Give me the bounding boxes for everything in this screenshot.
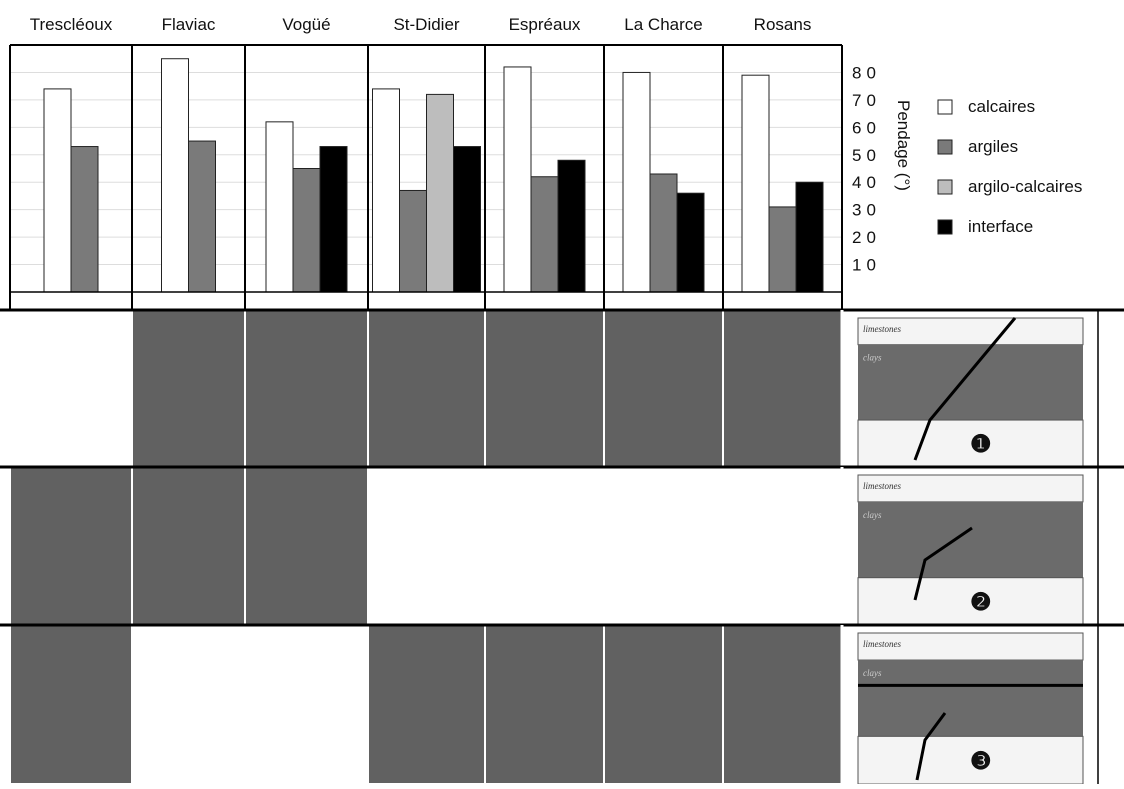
matrix-cell [367,309,486,468]
matrix-cell [244,624,369,785]
legend-swatch [937,99,953,115]
layer-label: clays [863,510,882,520]
scenario-number: ❷ [970,589,992,616]
bar [426,93,454,293]
clay-layer [858,501,1083,578]
matrix-cell [131,309,246,468]
legend-swatch [937,219,953,235]
layer-label: clays [863,353,882,363]
matrix-cell [603,466,724,626]
matrix-cell [367,624,486,785]
bar [768,206,797,293]
legend-label: argilo-calcaires [968,177,1082,196]
x-tick-label: Trescléoux [30,15,113,34]
y-axis-label: Pendage (°) [894,100,913,191]
y-tick-label: 60 [852,118,881,137]
legend-swatch [937,179,953,195]
y-tick-label: 40 [852,173,881,192]
bar [319,146,348,293]
bar [622,71,651,293]
clay-layer [858,344,1083,421]
y-tick-label: 70 [852,91,881,110]
legend-label: interface [968,217,1033,236]
limestone-layer [857,632,1084,661]
x-tick-label: Rosans [754,15,812,34]
matrix-cell [603,309,724,468]
bar [161,58,189,293]
y-tick-label: 30 [852,201,881,220]
legend-label: argiles [968,137,1018,156]
x-tick-label: Flaviac [162,15,216,34]
layer-label: clays [863,668,882,678]
fault-line [913,317,1017,461]
bar [795,181,824,293]
bar [43,88,72,293]
layer-label: limestones [863,481,901,491]
matrix-cell [244,309,369,468]
matrix-cell [131,466,246,626]
bar [399,189,427,293]
clay-layer [858,660,1083,737]
x-tick-label: La Charce [624,15,702,34]
bar [292,168,321,293]
matrix-cell [484,624,605,785]
matrix-cell [244,466,369,626]
scenario-diagram: limestones clays ❸ [857,632,1084,785]
y-tick-label: 50 [852,146,881,165]
scenario-number: ❸ [970,748,992,775]
limestone-layer [857,317,1084,346]
matrix-cell [722,624,843,785]
scenario-diagram: limestones clays ❷ [857,474,1084,626]
matrix-cell [9,466,133,626]
layer-label: limestones [863,639,901,649]
matrix-cell [484,309,605,468]
layer-label: limestones [863,324,901,334]
bar [453,146,481,293]
lower-limestone [857,577,1084,626]
scenario-diagram: limestones clays ❶ [857,317,1084,468]
bar [188,140,216,293]
y-tick-label: 20 [852,228,881,247]
fault-line [913,526,973,601]
matrix-cell [603,624,724,785]
matrix-cell [722,466,843,626]
bar [741,74,770,293]
lower-limestone [857,735,1084,785]
matrix-cell [9,309,133,468]
x-tick-label: St-Didier [393,15,459,34]
legend-swatch [937,139,953,155]
bar [372,88,400,293]
lower-limestone [857,419,1084,468]
y-tick-label: 80 [852,63,881,82]
matrix-cell [722,309,843,468]
bar [530,176,559,293]
bar [70,146,99,293]
fault-line [915,712,947,781]
matrix-cell [484,466,605,626]
x-tick-label: Vogüé [282,15,330,34]
legend-label: calcaires [968,97,1035,116]
bar [557,159,586,293]
bar [676,192,705,293]
matrix-cell [367,466,486,626]
bar [649,173,678,293]
bar [265,121,294,293]
matrix-cell [9,624,133,785]
bar [503,66,532,293]
scenario-number: ❶ [970,431,992,458]
matrix-cell [131,624,246,785]
limestone-layer [857,474,1084,503]
y-tick-label: 10 [852,256,881,275]
x-tick-label: Espréaux [509,15,581,34]
